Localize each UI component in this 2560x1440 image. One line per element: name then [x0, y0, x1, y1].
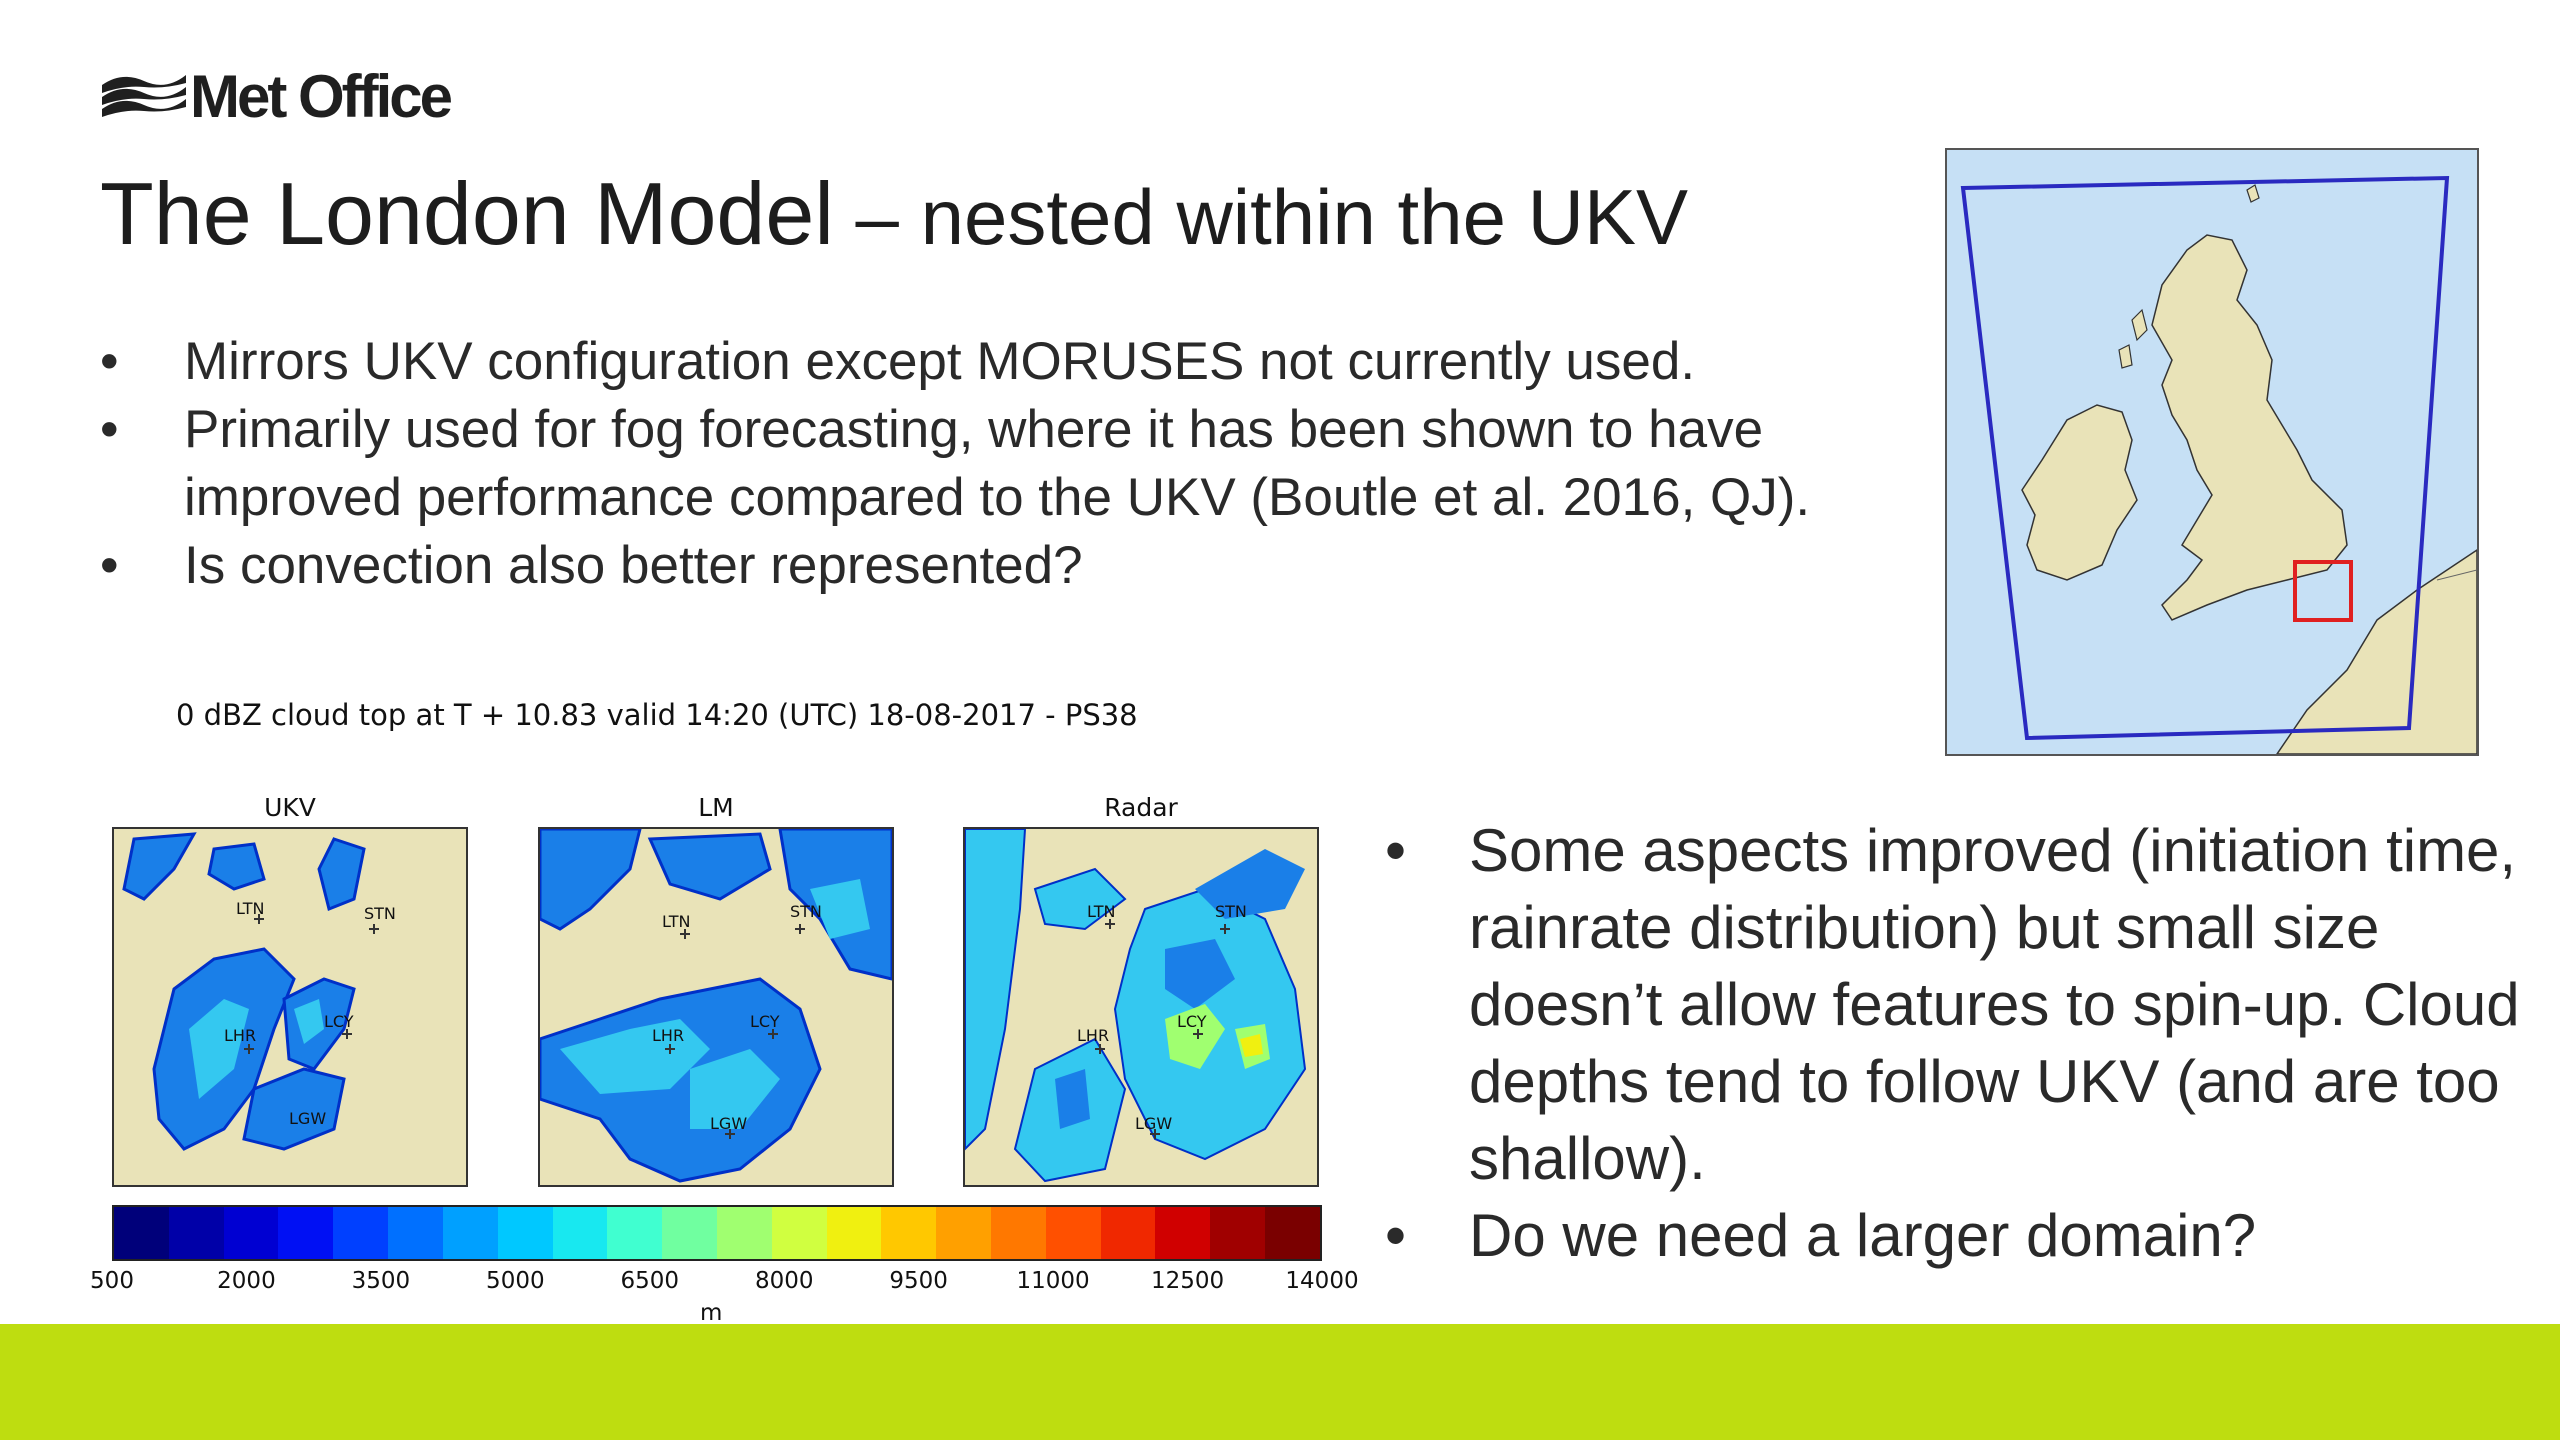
- bullet-item: Some aspects improved (initiation time, …: [1385, 812, 2535, 1197]
- top-bullet-list: Mirrors UKV configuration except MORUSES…: [100, 328, 1960, 600]
- bullet-item: Primarily used for fog forecasting, wher…: [100, 396, 1950, 532]
- colorbar-swatch: [552, 1207, 608, 1259]
- colorbar-swatch: [333, 1207, 389, 1259]
- colorbar-swatch: [991, 1207, 1046, 1259]
- colorbar-swatch: [114, 1207, 169, 1259]
- colorbar-tick-label: 8000: [754, 1268, 814, 1294]
- colorbar-tick-label: 14000: [1285, 1268, 1359, 1294]
- station-label: LCY: [750, 1012, 780, 1031]
- colorbar-swatch: [607, 1207, 663, 1259]
- station-label: STN: [1215, 902, 1247, 921]
- station-label: LTN: [236, 899, 264, 918]
- logo-text: Met Office: [190, 63, 453, 130]
- colorbar-tick-label: 3500: [351, 1268, 411, 1294]
- station-label: LTN: [662, 912, 690, 931]
- station-label: LCY: [1177, 1012, 1207, 1031]
- station-label: LCY: [324, 1012, 354, 1031]
- colorbar-swatch: [826, 1207, 882, 1259]
- colorbar-swatch: [497, 1207, 553, 1259]
- colorbar-swatch: [223, 1207, 279, 1259]
- panel-label-ukv: UKV: [264, 793, 316, 822]
- colorbar-swatch: [881, 1207, 937, 1259]
- colorbar-swatch: [771, 1207, 827, 1259]
- bullet-item: Is convection also better represented?: [100, 532, 1960, 600]
- colorbar-tick-label: 500: [90, 1268, 134, 1294]
- figure-title: 0 dBZ cloud top at T + 10.83 valid 14:20…: [176, 698, 1138, 732]
- footer-accent-bar: [0, 1324, 2560, 1440]
- colorbar-ticks: 500 2000 3500 5000 6500 8000 9500 11000 12500 140…: [90, 1268, 1359, 1300]
- panel-label-lm: LM: [698, 793, 734, 822]
- met-office-waves-icon: [102, 74, 186, 117]
- colorbar-tick-label: 2000: [217, 1268, 276, 1294]
- colorbar-unit: m: [700, 1300, 723, 1326]
- bullet-item: Do we need a larger domain?: [1385, 1197, 2535, 1274]
- station-label: LGW: [289, 1109, 326, 1128]
- station-label: LGW: [710, 1114, 747, 1133]
- colorbar-tick-label: 6500: [620, 1268, 680, 1294]
- met-office-logo: Met Office: [100, 62, 453, 131]
- colorbar-swatch: [1265, 1207, 1320, 1259]
- station-label: LTN: [1087, 902, 1115, 921]
- colorbar: [112, 1205, 1322, 1261]
- slide-title-main: The London Model: [100, 164, 834, 263]
- station-label: STN: [364, 904, 396, 923]
- colorbar-swatch: [716, 1207, 772, 1259]
- colorbar-swatch: [278, 1207, 334, 1259]
- colorbar-tick-label: 12500: [1150, 1268, 1225, 1294]
- slide-title: The London Model – nested within the UKV: [100, 170, 1688, 258]
- bottom-bullet-list: Some aspects improved (initiation time, …: [1385, 812, 2535, 1274]
- colorbar-swatch: [936, 1207, 991, 1259]
- station-label: LGW: [1135, 1114, 1172, 1133]
- station-label: LHR: [652, 1026, 684, 1045]
- station-label: LHR: [1077, 1026, 1109, 1045]
- colorbar-tick-label: 9500: [889, 1268, 948, 1294]
- colorbar-swatch: [662, 1207, 717, 1259]
- station-label: STN: [790, 902, 822, 921]
- colorbar-swatch: [1100, 1207, 1156, 1259]
- bullet-item: Mirrors UKV configuration except MORUSES…: [100, 328, 1960, 396]
- slide-title-sub: – nested within the UKV: [833, 173, 1689, 261]
- colorbar-swatch: [388, 1207, 443, 1259]
- panel-label-radar: Radar: [1104, 793, 1178, 822]
- ukv-cloud-top-panel: LTN STN LHR LCY LGW: [112, 827, 468, 1187]
- colorbar-swatch: [1155, 1207, 1211, 1259]
- colorbar-swatch: [1045, 1207, 1101, 1259]
- uk-map-svg: [1947, 150, 2477, 754]
- lm-cloud-top-panel: LTN STN LHR LCY LGW: [538, 827, 894, 1187]
- colorbar-tick-label: 5000: [486, 1268, 545, 1294]
- station-label: LHR: [224, 1026, 256, 1045]
- uk-domain-map: [1945, 148, 2479, 756]
- colorbar-swatch: [1210, 1207, 1266, 1259]
- colorbar-tick-label: 11000: [1016, 1268, 1090, 1294]
- colorbar-swatch: [442, 1207, 498, 1259]
- radar-cloud-top-panel: LTN STN LHR LCY LGW: [963, 827, 1319, 1187]
- colorbar-swatch: [168, 1207, 224, 1259]
